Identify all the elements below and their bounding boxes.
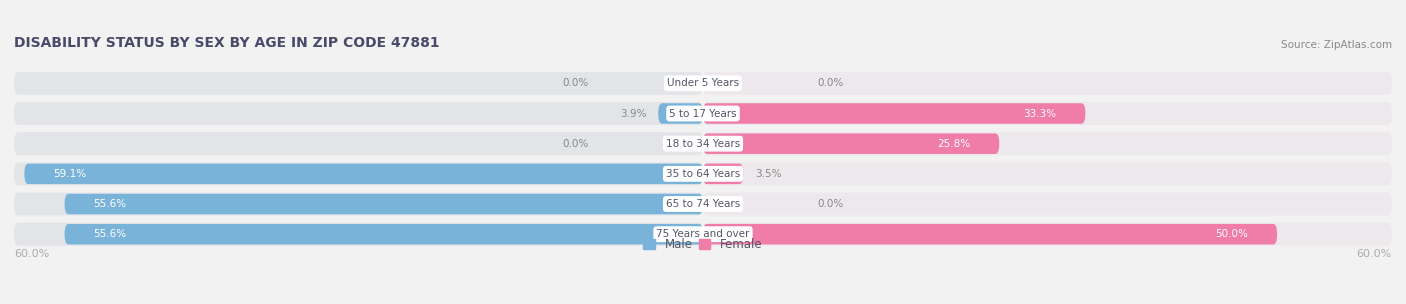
FancyBboxPatch shape (703, 224, 1277, 244)
Text: 55.6%: 55.6% (93, 229, 127, 239)
Text: 0.0%: 0.0% (562, 139, 588, 149)
FancyBboxPatch shape (24, 164, 703, 184)
Text: 0.0%: 0.0% (818, 78, 844, 88)
FancyBboxPatch shape (703, 102, 1392, 125)
Text: 18 to 34 Years: 18 to 34 Years (666, 139, 740, 149)
FancyBboxPatch shape (703, 132, 1392, 155)
Text: 50.0%: 50.0% (1216, 229, 1249, 239)
FancyBboxPatch shape (703, 103, 1085, 124)
Text: 3.9%: 3.9% (620, 109, 647, 119)
FancyBboxPatch shape (703, 162, 1392, 185)
FancyBboxPatch shape (65, 194, 703, 214)
FancyBboxPatch shape (14, 132, 703, 155)
Text: 0.0%: 0.0% (562, 78, 588, 88)
Text: 65 to 74 Years: 65 to 74 Years (666, 199, 740, 209)
Text: Source: ZipAtlas.com: Source: ZipAtlas.com (1281, 40, 1392, 50)
FancyBboxPatch shape (703, 133, 1000, 154)
Text: 75 Years and over: 75 Years and over (657, 229, 749, 239)
FancyBboxPatch shape (658, 103, 703, 124)
FancyBboxPatch shape (703, 72, 1392, 95)
Text: 60.0%: 60.0% (1357, 249, 1392, 259)
FancyBboxPatch shape (65, 224, 703, 244)
Text: 0.0%: 0.0% (818, 199, 844, 209)
FancyBboxPatch shape (14, 72, 703, 95)
Text: 35 to 64 Years: 35 to 64 Years (666, 169, 740, 179)
Text: 59.1%: 59.1% (53, 169, 86, 179)
FancyBboxPatch shape (703, 164, 744, 184)
Text: 33.3%: 33.3% (1024, 109, 1057, 119)
Legend: Male, Female: Male, Female (644, 238, 762, 251)
FancyBboxPatch shape (703, 223, 1392, 246)
Text: 60.0%: 60.0% (14, 249, 49, 259)
Text: 5 to 17 Years: 5 to 17 Years (669, 109, 737, 119)
FancyBboxPatch shape (14, 223, 703, 246)
Text: 25.8%: 25.8% (938, 139, 970, 149)
FancyBboxPatch shape (14, 162, 703, 185)
Text: Under 5 Years: Under 5 Years (666, 78, 740, 88)
Text: DISABILITY STATUS BY SEX BY AGE IN ZIP CODE 47881: DISABILITY STATUS BY SEX BY AGE IN ZIP C… (14, 36, 440, 50)
FancyBboxPatch shape (703, 192, 1392, 216)
Text: 3.5%: 3.5% (755, 169, 782, 179)
FancyBboxPatch shape (14, 102, 703, 125)
Text: 55.6%: 55.6% (93, 199, 127, 209)
FancyBboxPatch shape (14, 192, 703, 216)
